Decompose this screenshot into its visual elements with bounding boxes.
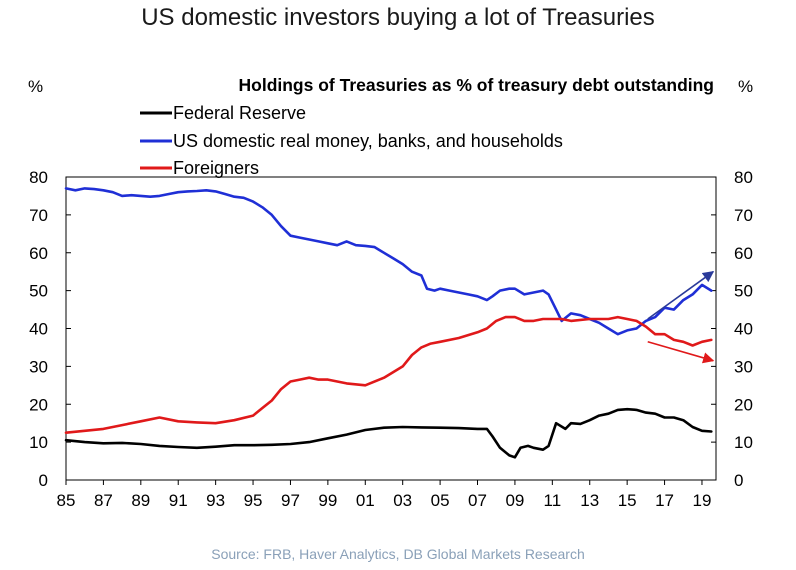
y-axis-right-label: % (738, 77, 753, 96)
y-tick-label-left: 80 (29, 168, 48, 187)
legend-label-us-domestic: US domestic real money, banks, and house… (173, 131, 563, 151)
x-tick-label: 85 (57, 491, 76, 510)
y-tick-label-right: 20 (734, 395, 753, 414)
y-tick-label-right: 60 (734, 244, 753, 263)
y-tick-label-left: 70 (29, 206, 48, 225)
y-tick-label-left: 40 (29, 320, 48, 339)
x-tick-label: 97 (281, 491, 300, 510)
blue-trend-arrow (647, 271, 715, 320)
y-tick-label-left: 0 (39, 471, 48, 490)
x-tick-label: 03 (393, 491, 412, 510)
x-tick-label: 13 (580, 491, 599, 510)
y-tick-label-left: 30 (29, 357, 48, 376)
x-tick-label: 15 (618, 491, 637, 510)
y-tick-label-right: 70 (734, 206, 753, 225)
y-tick-label-right: 30 (734, 357, 753, 376)
page-title: US domestic investors buying a lot of Tr… (141, 4, 655, 31)
annotation-layer (647, 271, 715, 364)
x-tick-label: 05 (431, 491, 450, 510)
x-tick-label: 87 (94, 491, 113, 510)
legend-label-foreigners: Foreigners (173, 158, 259, 178)
y-tick-label-right: 10 (734, 433, 753, 452)
series-layer (64, 187, 713, 459)
y-tick-label-left: 50 (29, 282, 48, 301)
series-line-foreigners (64, 315, 713, 435)
series-line-federal-reserve (64, 407, 713, 459)
x-tick-label: 89 (131, 491, 150, 510)
plot-frame (65, 176, 717, 481)
series-line-us-domestic-real-money-banks-and-households (64, 187, 713, 336)
y-tick-label-right: 0 (734, 471, 743, 490)
source-note: Source: FRB, Haver Analytics, DB Global … (211, 546, 585, 562)
y-tick-label-left: 10 (29, 433, 48, 452)
y-tick-label-right: 40 (734, 320, 753, 339)
legend: Federal Reserve US domestic real money, … (140, 103, 563, 178)
x-tick-label: 91 (169, 491, 188, 510)
red-trend-arrow (647, 340, 715, 364)
y-tick-label-left: 20 (29, 395, 48, 414)
x-tick-label: 09 (505, 491, 524, 510)
x-tick-label: 99 (318, 491, 337, 510)
legend-label-federal-reserve: Federal Reserve (173, 103, 306, 123)
x-tick-label: 11 (544, 491, 562, 510)
x-tick-label: 19 (693, 491, 712, 510)
x-tick-label: 17 (655, 491, 674, 510)
x-tick-label: 93 (206, 491, 225, 510)
y-tick-label-right: 80 (734, 168, 753, 187)
y-tick-label-right: 50 (734, 282, 753, 301)
x-tick-label: 95 (244, 491, 263, 510)
x-tick-label: 07 (468, 491, 487, 510)
y-axis-left-label: % (28, 77, 43, 96)
x-tick-label: 01 (356, 491, 375, 510)
chart-title: Holdings of Treasuries as % of treasury … (239, 75, 715, 95)
y-tick-label-left: 60 (29, 244, 48, 263)
